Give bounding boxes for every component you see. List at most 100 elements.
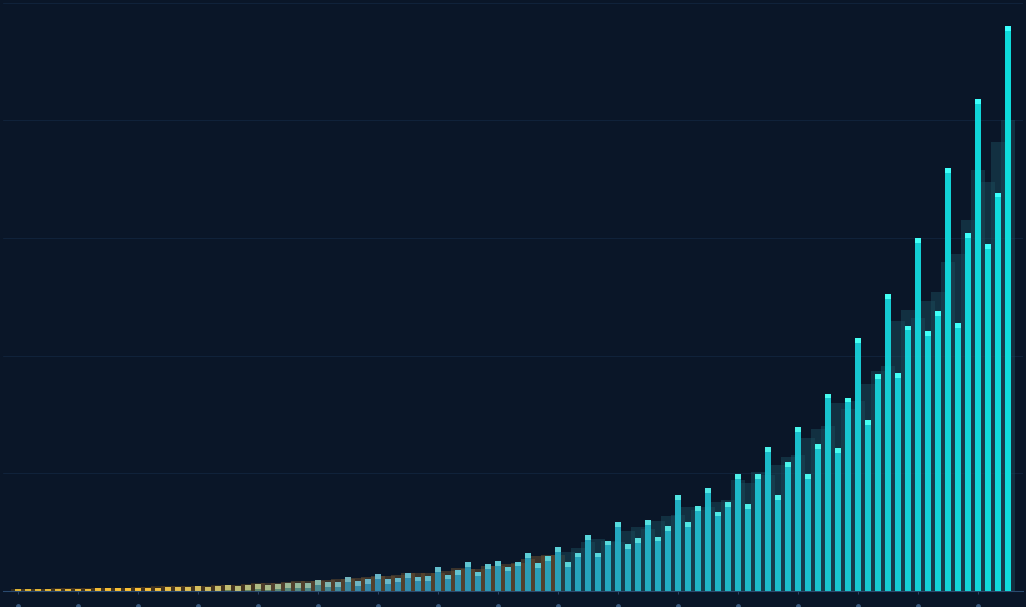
- Bar: [545, 556, 551, 591]
- Bar: [215, 586, 221, 591]
- Bar: [381, 577, 395, 591]
- Bar: [351, 578, 365, 591]
- Bar: [365, 579, 370, 591]
- Bar: [765, 447, 771, 591]
- Bar: [635, 538, 641, 543]
- Bar: [871, 371, 885, 591]
- Bar: [271, 583, 285, 591]
- Bar: [61, 588, 75, 591]
- Bar: [761, 475, 775, 591]
- Bar: [121, 588, 134, 591]
- Bar: [365, 579, 370, 584]
- Bar: [485, 564, 490, 569]
- Bar: [295, 583, 301, 591]
- Bar: [985, 244, 991, 591]
- Bar: [816, 444, 821, 449]
- Bar: [945, 168, 951, 591]
- Bar: [105, 588, 111, 591]
- Bar: [925, 331, 931, 336]
- Bar: [745, 504, 751, 591]
- Bar: [416, 577, 421, 582]
- Bar: [675, 495, 681, 500]
- Bar: [151, 586, 165, 591]
- Bar: [95, 589, 101, 593]
- Bar: [371, 576, 385, 591]
- Bar: [621, 532, 635, 591]
- Bar: [652, 521, 665, 591]
- Bar: [205, 587, 210, 591]
- Bar: [25, 589, 31, 591]
- Bar: [261, 583, 275, 591]
- Bar: [776, 495, 781, 591]
- Bar: [291, 581, 305, 591]
- Bar: [605, 541, 610, 545]
- Bar: [285, 583, 290, 591]
- Bar: [531, 555, 545, 591]
- Bar: [616, 522, 621, 591]
- Bar: [465, 562, 471, 591]
- Bar: [625, 544, 631, 549]
- Bar: [456, 570, 461, 575]
- Bar: [421, 574, 435, 591]
- Bar: [411, 573, 425, 591]
- Bar: [305, 583, 311, 588]
- Bar: [525, 554, 530, 558]
- Bar: [195, 586, 201, 591]
- Bar: [171, 586, 185, 591]
- Bar: [856, 339, 861, 343]
- Bar: [355, 581, 361, 586]
- Bar: [161, 586, 174, 591]
- Bar: [491, 566, 505, 591]
- Bar: [936, 311, 941, 316]
- Bar: [45, 589, 50, 594]
- Bar: [451, 568, 465, 591]
- Bar: [225, 585, 231, 591]
- Bar: [715, 512, 721, 591]
- Bar: [461, 569, 475, 591]
- Bar: [976, 100, 981, 591]
- Bar: [785, 463, 791, 467]
- Bar: [715, 512, 721, 516]
- Bar: [405, 573, 410, 591]
- Bar: [195, 586, 201, 591]
- Bar: [772, 465, 785, 591]
- Bar: [255, 584, 261, 589]
- Bar: [865, 420, 871, 591]
- Bar: [885, 294, 891, 591]
- Bar: [475, 572, 481, 591]
- Bar: [21, 589, 35, 591]
- Bar: [985, 244, 991, 249]
- Bar: [725, 502, 731, 591]
- Bar: [545, 556, 551, 560]
- Bar: [605, 541, 610, 591]
- Bar: [711, 502, 725, 591]
- Bar: [885, 294, 891, 299]
- Bar: [881, 366, 895, 591]
- Bar: [901, 310, 915, 591]
- Bar: [185, 587, 191, 591]
- Bar: [936, 311, 941, 591]
- Bar: [95, 589, 101, 591]
- Bar: [921, 301, 935, 591]
- Bar: [875, 375, 881, 591]
- Bar: [911, 318, 925, 591]
- Bar: [15, 589, 21, 594]
- Bar: [555, 547, 561, 591]
- Bar: [345, 577, 351, 582]
- Bar: [585, 535, 591, 591]
- Bar: [736, 474, 741, 479]
- Bar: [131, 587, 145, 591]
- Bar: [91, 588, 105, 591]
- Bar: [71, 588, 85, 591]
- Bar: [395, 578, 401, 591]
- Bar: [245, 585, 250, 590]
- Bar: [55, 589, 61, 591]
- Bar: [416, 577, 421, 591]
- Bar: [45, 589, 50, 591]
- Bar: [701, 507, 715, 591]
- Bar: [955, 324, 961, 591]
- Bar: [101, 588, 115, 591]
- Bar: [331, 579, 345, 591]
- Bar: [211, 585, 225, 591]
- Bar: [441, 571, 455, 591]
